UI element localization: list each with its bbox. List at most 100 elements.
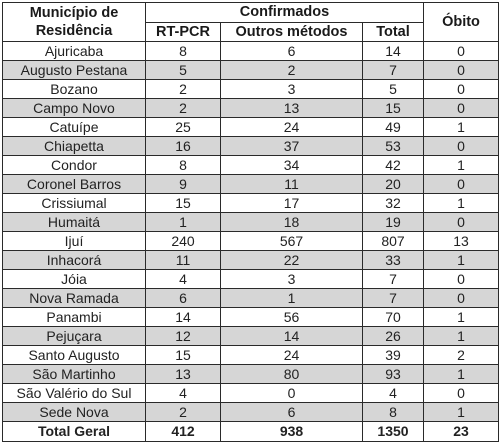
rt-pcr-cell: 11 [145,250,221,270]
municipio-cell: São Martinho [2,364,146,384]
rt-pcr-cell: 2 [145,402,221,422]
total-outros-cell: 938 [220,421,363,442]
municipio-cell: Catuípe [2,117,146,137]
municipio-cell: Campo Novo [2,98,146,118]
total-header: Total [362,22,424,42]
table-row: Pejuçara 12 14 26 1 [2,326,499,346]
rt-pcr-header: RT-PCR [145,22,221,42]
obito-cell: 1 [423,155,499,175]
obito-cell: 1 [423,193,499,213]
municipio-cell: Santo Augusto [2,345,146,365]
total-cell: 807 [362,231,424,251]
total-cell: 70 [362,307,424,327]
municipio-cell: Ajuricaba [2,41,146,61]
total-cell: 5 [362,79,424,99]
municipio-cell: Chiapetta [2,136,146,156]
total-cell: 20 [362,174,424,194]
rt-pcr-cell: 16 [145,136,221,156]
rt-pcr-cell: 2 [145,98,221,118]
rt-pcr-cell: 15 [145,345,221,365]
table-row: Coronel Barros 9 11 20 0 [2,174,499,194]
rt-pcr-cell: 8 [145,41,221,61]
total-obito-cell: 23 [423,421,499,442]
total-cell: 15 [362,98,424,118]
table-row: Campo Novo 2 13 15 0 [2,98,499,118]
rt-pcr-cell: 9 [145,174,221,194]
obito-cell: 1 [423,326,499,346]
obito-cell: 0 [423,212,499,232]
outros-cell: 6 [220,402,363,422]
total-total-cell: 1350 [362,421,424,442]
total-cell: 33 [362,250,424,270]
table-row: Jóia 4 3 7 0 [2,269,499,289]
obito-cell: 1 [423,250,499,270]
table-footer: Total Geral 412 938 1350 23 [2,421,499,442]
total-cell: 19 [362,212,424,232]
municipio-cell: Augusto Pestana [2,60,146,80]
outros-cell: 13 [220,98,363,118]
table-header: Município de Residência Confirmados Óbit… [2,2,499,42]
obito-cell: 0 [423,269,499,289]
total-cell: 8 [362,402,424,422]
municipio-cell: Panambi [2,307,146,327]
table-row: Crissiumal 15 17 32 1 [2,193,499,213]
obito-cell: 0 [423,288,499,308]
table-row: Panambi 14 56 70 1 [2,307,499,327]
obito-cell: 2 [423,345,499,365]
outros-cell: 6 [220,41,363,61]
outros-cell: 0 [220,383,363,403]
rt-pcr-cell: 240 [145,231,221,251]
rt-pcr-cell: 14 [145,307,221,327]
municipio-cell: Humaitá [2,212,146,232]
obito-cell: 1 [423,117,499,137]
municipio-cell: Ijuí [2,231,146,251]
table-row: Catuípe 25 24 49 1 [2,117,499,137]
rt-pcr-cell: 1 [145,212,221,232]
rt-pcr-cell: 2 [145,79,221,99]
total-cell: 53 [362,136,424,156]
rt-pcr-cell: 12 [145,326,221,346]
obito-cell: 0 [423,174,499,194]
municipio-cell: Inhacorá [2,250,146,270]
table-row: Augusto Pestana 5 2 7 0 [2,60,499,80]
rt-pcr-cell: 15 [145,193,221,213]
outros-cell: 3 [220,269,363,289]
obito-cell: 13 [423,231,499,251]
total-cell: 7 [362,269,424,289]
obito-cell: 1 [423,402,499,422]
table-row: Humaitá 1 18 19 0 [2,212,499,232]
outros-cell: 34 [220,155,363,175]
rt-pcr-cell: 13 [145,364,221,384]
total-cell: 26 [362,326,424,346]
municipio-header: Município de Residência [2,2,146,42]
obito-header: Óbito [423,2,499,42]
outros-cell: 80 [220,364,363,384]
obito-cell: 0 [423,98,499,118]
obito-cell: 0 [423,60,499,80]
municipio-cell: São Valério do Sul [2,383,146,403]
outros-cell: 18 [220,212,363,232]
table-row: Inhacorá 11 22 33 1 [2,250,499,270]
obito-cell: 0 [423,79,499,99]
table-row: Sede Nova 2 6 8 1 [2,402,499,422]
table-row: Chiapetta 16 37 53 0 [2,136,499,156]
table-row: Santo Augusto 15 24 39 2 [2,345,499,365]
outros-cell: 37 [220,136,363,156]
total-cell: 7 [362,60,424,80]
obito-cell: 0 [423,41,499,61]
table-body: Ajuricaba 8 6 14 0 Augusto Pestana 5 2 7… [2,41,499,422]
confirmados-header: Confirmados [145,2,424,23]
table-row: Condor 8 34 42 1 [2,155,499,175]
table-row: São Martinho 13 80 93 1 [2,364,499,384]
obito-cell: 1 [423,364,499,384]
table-row: Nova Ramada 6 1 7 0 [2,288,499,308]
outros-cell: 24 [220,117,363,137]
total-label-cell: Total Geral [2,421,146,442]
outros-metodos-header: Outros métodos [220,22,363,42]
table-row: Bozano 2 3 5 0 [2,79,499,99]
outros-cell: 567 [220,231,363,251]
municipio-cell: Condor [2,155,146,175]
municipio-header-line1: Município de [29,5,119,21]
table-row: Ijuí 240 567 807 13 [2,231,499,251]
